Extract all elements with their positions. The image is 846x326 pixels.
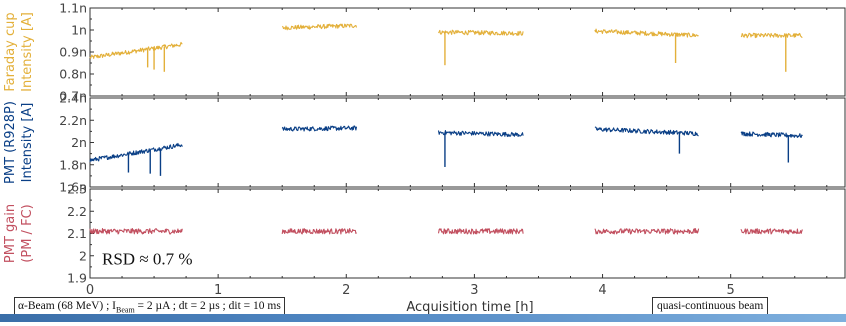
beam-mode-label: quasi-continuous beam xyxy=(657,300,764,312)
rsd-annotation: RSD ≈ 0.7 % xyxy=(102,250,193,269)
series-segment-5 xyxy=(740,32,803,39)
y-axis-label: (PM / FC) xyxy=(20,204,35,262)
y-tick-label: 1.9 xyxy=(67,271,87,286)
y-axis-label: Intensity [A] xyxy=(20,12,35,92)
panel-frame xyxy=(89,97,846,188)
y-tick-label: 2n xyxy=(71,135,87,150)
series-segment-4 xyxy=(594,126,699,137)
panel-1: 0.7n 0.8n 0.9n 1n 1.1n Faraday cup Intensity [… xyxy=(3,1,846,104)
y-tick-label: 2.3 xyxy=(67,182,87,197)
beam-parameters-box: α-Beam (68 MeV) ; IBeam = 2 µA ; dt = 2 … xyxy=(14,297,285,315)
y-tick-label: 1.1n xyxy=(59,1,87,16)
series-segment-2 xyxy=(281,125,358,132)
series-segment-2 xyxy=(282,23,358,31)
y-tick-label: 0.7n xyxy=(59,89,87,104)
y-tick-label: 1.6n xyxy=(59,180,87,195)
y-tick-label: 2.1 xyxy=(67,226,87,241)
panel-frame xyxy=(89,7,846,97)
y-tick-label: 1.8n xyxy=(59,157,87,172)
y-tick-label: 0.9n xyxy=(59,45,87,60)
x-tick-label: 2 xyxy=(342,283,350,298)
series-segment-4 xyxy=(594,228,700,235)
y-axis-label: Faraday cup xyxy=(3,12,18,91)
y-tick-label: 2.4n xyxy=(59,91,87,106)
y-tick-label: 2.2 xyxy=(67,204,87,219)
chart-panels: 0.7n 0.8n 0.9n 1n 1.1n Faraday cup Intensity [… xyxy=(3,1,846,286)
x-tick-label: 0 xyxy=(86,283,94,298)
series-segment-3 xyxy=(438,29,524,36)
y-tick-label: 1n xyxy=(71,23,87,38)
series-segment-3 xyxy=(437,228,524,235)
beam-current-subscript: Beam xyxy=(116,305,135,315)
y-axis-label: PMT (R928P) xyxy=(3,101,18,184)
x-axis: 0 1 2 3 4 5 xyxy=(86,283,735,298)
series-segment-1 xyxy=(89,41,183,59)
beam-parameters-text: α-Beam (68 MeV) ; I xyxy=(18,300,116,312)
x-tick-label: 1 xyxy=(214,283,222,298)
y-axis-label: Intensity [A] xyxy=(20,103,35,183)
panel-3: 1.9 2 2.1 2.2 2.3 PMT gain (PM / FC) RSD ≈ 0.7 … xyxy=(3,182,846,286)
beam-mode-box: quasi-continuous beam xyxy=(652,297,769,315)
series-segment-3 xyxy=(437,130,524,138)
slide-bottom-bar xyxy=(0,314,846,322)
x-tick-label: 5 xyxy=(727,283,735,298)
y-axis-label: PMT gain xyxy=(3,204,18,263)
y-tick-label: 2.2n xyxy=(59,113,87,128)
y-tick-label: 2 xyxy=(79,248,87,263)
panel-2: 1.6n 1.8n 2n 2.2n 2.4n PMT (R928P) Intensity [… xyxy=(3,91,846,195)
series-segment-5 xyxy=(740,131,803,138)
series-segment-1 xyxy=(89,228,183,235)
y-tick-label: 0.8n xyxy=(59,67,87,82)
x-tick-label: 4 xyxy=(598,283,606,298)
series-segment-5 xyxy=(740,228,803,235)
x-axis-label: Acquisition time [h] xyxy=(406,300,533,315)
x-tick-label: 3 xyxy=(470,283,478,298)
series-segment-4 xyxy=(594,28,699,38)
beam-parameters-suffix: = 2 µA ; dt = 2 µs ; dit = 10 ms xyxy=(134,300,281,312)
series-segment-1 xyxy=(89,142,183,163)
series-segment-2 xyxy=(281,228,357,235)
